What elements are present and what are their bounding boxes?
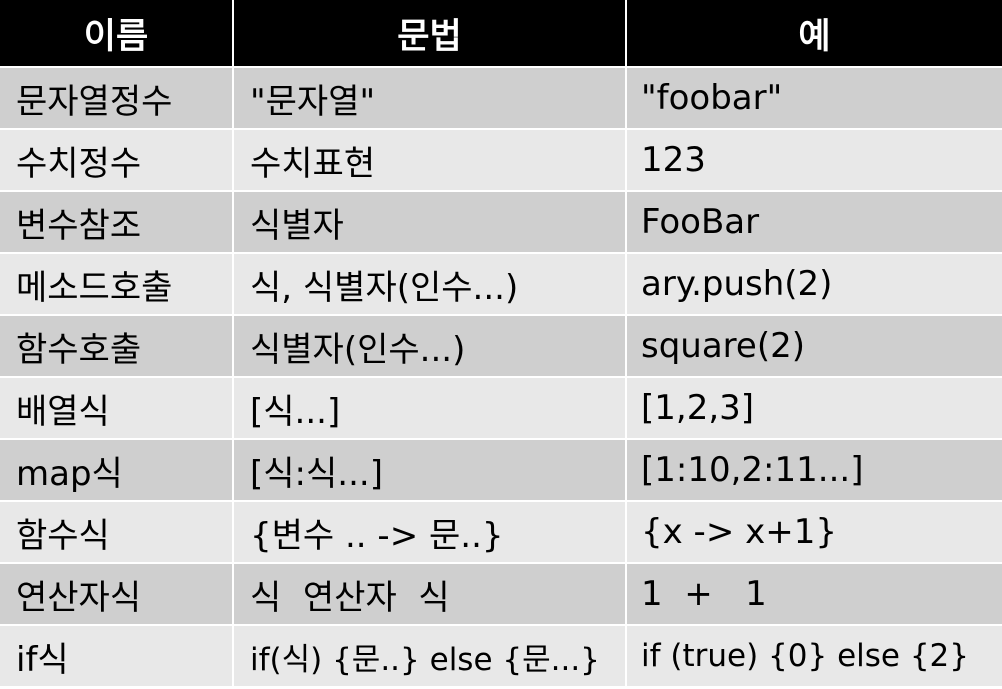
cell-name: 메소드호출: [0, 252, 234, 315]
table-row: 문자열정수 "문자열" "foobar": [0, 66, 1002, 129]
table-row: if식 if(식) {문..} else {문...} if (true) {0…: [0, 624, 1002, 686]
table-row: 함수식 {변수 .. -> 문..} {x -> x+1}: [0, 500, 1002, 563]
cell-syntax: "문자열": [233, 66, 627, 129]
table-row: 연산자식 식 연산자 식 1 + 1: [0, 562, 1002, 625]
cell-syntax: 식 연산자 식: [233, 562, 627, 625]
cell-name: 연산자식: [0, 562, 234, 625]
cell-example: 123: [626, 128, 1002, 191]
cell-example: FooBar: [626, 190, 1002, 253]
cell-syntax: [식...]: [233, 376, 627, 439]
cell-name: if식: [0, 624, 234, 686]
cell-example: {x -> x+1}: [626, 500, 1002, 563]
cell-example: if (true) {0} else {2}: [626, 624, 1002, 686]
cell-example: ary.push(2): [626, 252, 1002, 315]
table-row: 배열식 [식...] [1,2,3]: [0, 376, 1002, 439]
cell-example: 1 + 1: [626, 562, 1002, 625]
cell-name: 함수식: [0, 500, 234, 563]
cell-name: 배열식: [0, 376, 234, 439]
cell-syntax: 식별자: [233, 190, 627, 253]
cell-syntax: {변수 .. -> 문..}: [233, 500, 627, 563]
header-example: 예: [626, 0, 1002, 67]
table-header: 이름 문법 예: [0, 0, 1002, 67]
cell-name: 문자열정수: [0, 66, 234, 129]
cell-name: map식: [0, 438, 234, 501]
cell-syntax: [식:식...]: [233, 438, 627, 501]
cell-syntax: if(식) {문..} else {문...}: [233, 624, 627, 686]
header-row: 이름 문법 예: [0, 0, 1002, 67]
table-row: 변수참조 식별자 FooBar: [0, 190, 1002, 253]
cell-example: [1,2,3]: [626, 376, 1002, 439]
header-name: 이름: [0, 0, 234, 67]
header-syntax: 문법: [233, 0, 627, 67]
cell-syntax: 식별자(인수...): [233, 314, 627, 377]
table-row: 메소드호출 식, 식별자(인수...) ary.push(2): [0, 252, 1002, 315]
table-row: 함수호출 식별자(인수...) square(2): [0, 314, 1002, 377]
cell-name: 변수참조: [0, 190, 234, 253]
cell-example: [1:10,2:11...]: [626, 438, 1002, 501]
table-body: 문자열정수 "문자열" "foobar" 수치정수 수치표현 123 변수참조 …: [0, 66, 1002, 686]
cell-name: 수치정수: [0, 128, 234, 191]
cell-name: 함수호출: [0, 314, 234, 377]
table-row: 수치정수 수치표현 123: [0, 128, 1002, 191]
cell-example: square(2): [626, 314, 1002, 377]
table-row: map식 [식:식...] [1:10,2:11...]: [0, 438, 1002, 501]
cell-syntax: 수치표현: [233, 128, 627, 191]
cell-syntax: 식, 식별자(인수...): [233, 252, 627, 315]
cell-example: "foobar": [626, 66, 1002, 129]
